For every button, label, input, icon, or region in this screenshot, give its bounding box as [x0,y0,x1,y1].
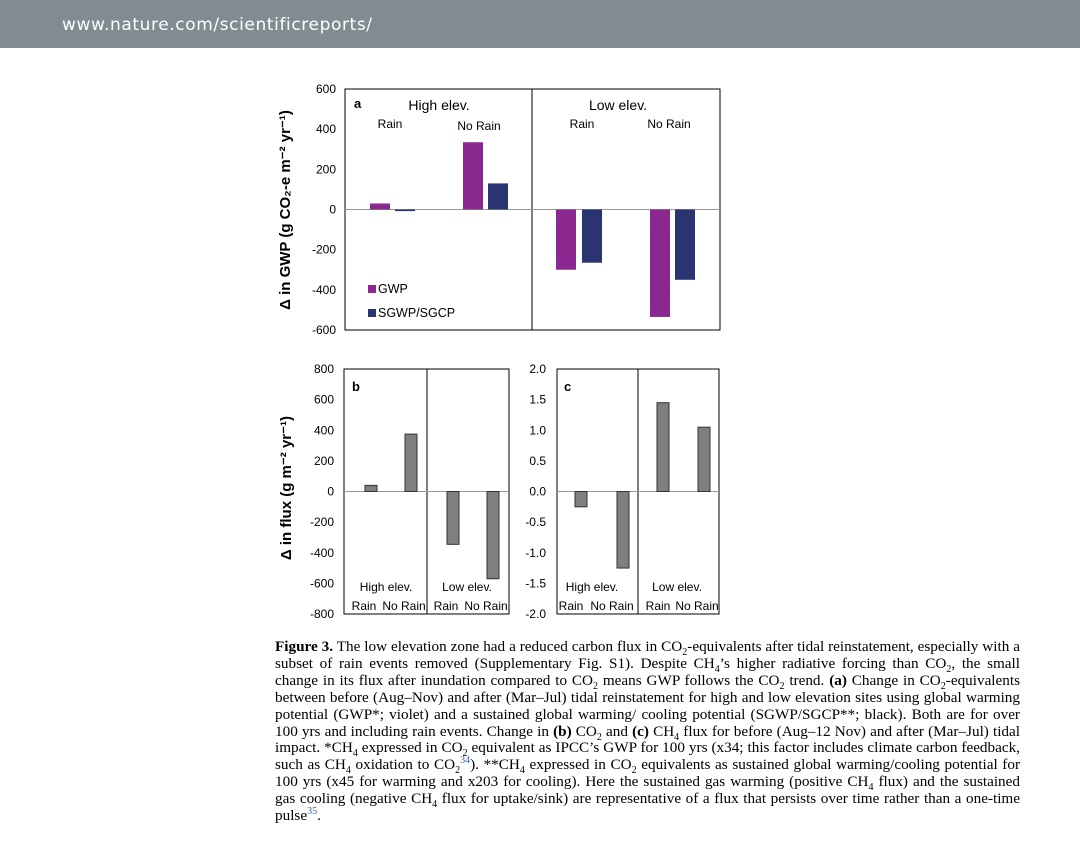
panel-a-y-tick-2: 200 [316,162,336,176]
panel-b-y-tick-1: 600 [314,393,334,407]
panel-a-group-high: High elev. [408,97,469,113]
reference-link-35[interactable]: 35 [307,806,318,817]
panel-c-y-tick-0: 2.0 [529,362,546,376]
legend-label-gwp: GWP [378,282,408,296]
panel-c-y-tick-1: 1.5 [529,393,546,407]
panel-a-bar-1-1 [488,183,508,210]
panel-b-y-tick-6: -400 [310,546,334,560]
panel-a-bar-2-1 [582,209,602,263]
panel-b-bar-1-0 [404,433,418,492]
journal-header-bar: www.nature.com/scientificreports/ [0,0,1080,48]
caption-figure-label: Figure 3. [275,638,334,655]
panel-b-cat-3: Rain [434,599,459,613]
panel-b-y-tick-7: -600 [310,576,334,590]
panel-b-y-tick-5: -200 [310,515,334,529]
panel-c-bars [574,402,711,569]
panel-c-y-tick-2: 1.0 [529,423,546,437]
panel-b-y-tick-8: -800 [310,607,334,621]
panel-a-y-axis-label: Δ in GWP (g CO₂-e m⁻² yr⁻¹) [277,110,294,310]
panel-b-y-axis-label: Δ in flux (g m⁻² yr⁻¹) [278,416,295,560]
panel-b-y-ticks: 800 600 400 200 0 -200 -400 -600 -800 [310,362,334,621]
journal-url[interactable]: www.nature.com/scientificreports/ [62,15,373,35]
panel-b-y-tick-3: 200 [314,454,334,468]
panel-b-bar-3-0 [486,491,500,580]
panel-c-group-high: High elev. [566,580,618,594]
panel-a-y-tick-5: -400 [312,283,336,297]
panel-c-cat-3: Rain [646,599,671,613]
panel-c-y-ticks: 2.0 1.5 1.0 0.5 0.0 -0.5 -1.0 -1.5 -2.0 [525,362,546,621]
panel-a-group-low: Low elev. [589,97,647,113]
legend-swatch-sgwp [368,309,376,317]
panel-a-legend: GWP SGWP/SGCP [368,282,455,320]
panel-b-bar-0-0 [364,484,378,492]
panel-a-bar-1-0 [463,142,483,210]
panel-a-y-ticks: 600 400 200 0 -200 -400 -600 [312,82,336,337]
panel-a-cat-2: No Rain [457,119,500,133]
legend-label-sgwp: SGWP/SGCP [378,306,455,320]
panel-c-y-tick-6: -1.0 [525,546,546,560]
panel-a-y-tick-0: 600 [316,82,336,96]
panel-a-bars [370,142,695,317]
legend-swatch-gwp [368,285,376,293]
panel-a-y-tick-6: -600 [312,323,336,337]
panel-b-group-high: High elev. [360,580,412,594]
panel-a-y-tick-3: 0 [329,203,336,217]
panel-a-chart: 600 400 200 0 -200 -400 -600 a High elev. Low … [277,82,721,337]
panel-a-y-tick-1: 400 [316,122,336,136]
panel-c-cat-2: No Rain [590,599,633,613]
panel-a-cat-4: No Rain [647,117,690,131]
panel-a-bar-3-0 [650,209,670,317]
panel-b-cat-2: No Rain [382,599,425,613]
panel-b-bar-2-0 [446,491,460,545]
reference-link-34[interactable]: 34 [460,755,471,767]
panel-a-bar-0-0 [370,203,390,210]
panel-b-letter: b [352,379,360,394]
panel-c-y-tick-4: 0.0 [529,485,546,499]
panel-c-chart: 2.0 1.5 1.0 0.5 0.0 -0.5 -1.0 -1.5 -2.0 c High e… [525,362,720,621]
panel-c-bar-1-0 [616,491,630,569]
panel-b-y-tick-2: 400 [314,423,334,437]
panel-b-cat-1: Rain [352,599,377,613]
panel-c-bar-0-0 [574,491,588,508]
panel-b-bars [364,433,500,580]
panel-c-y-tick-7: -1.5 [525,576,546,590]
panel-b-y-tick-0: 800 [314,362,334,376]
panel-c-bar-2-0 [656,402,670,492]
panel-c-group-low: Low elev. [652,580,702,594]
figure-caption: Figure 3. The low elevation zone had a r… [275,638,1021,825]
panel-a-bar-0-1 [395,209,415,212]
panel-c-bar-3-0 [697,426,711,492]
panel-a-cat-3: Rain [570,117,595,131]
panel-a-letter: a [354,96,362,111]
panel-c-cat-4: No Rain [675,599,718,613]
panel-b-cat-4: No Rain [464,599,507,613]
panel-b-group-low: Low elev. [442,580,492,594]
panel-a-bar-2-0 [556,209,576,270]
panel-b-chart: 800 600 400 200 0 -200 -400 -600 -800 b High ele… [278,362,510,621]
panel-c-y-tick-3: 0.5 [529,454,546,468]
panel-a-bar-3-1 [675,209,695,280]
figure-3-charts: 600 400 200 0 -200 -400 -600 a High elev. Low … [277,82,721,621]
panel-c-y-tick-5: -0.5 [525,515,546,529]
panel-c-y-tick-8: -2.0 [525,607,546,621]
panel-c-cat-1: Rain [559,599,584,613]
panel-c-letter: c [564,379,571,394]
panel-b-y-tick-4: 0 [327,485,334,499]
panel-a-cat-1: Rain [378,117,403,131]
panel-a-y-tick-4: -200 [312,243,336,257]
